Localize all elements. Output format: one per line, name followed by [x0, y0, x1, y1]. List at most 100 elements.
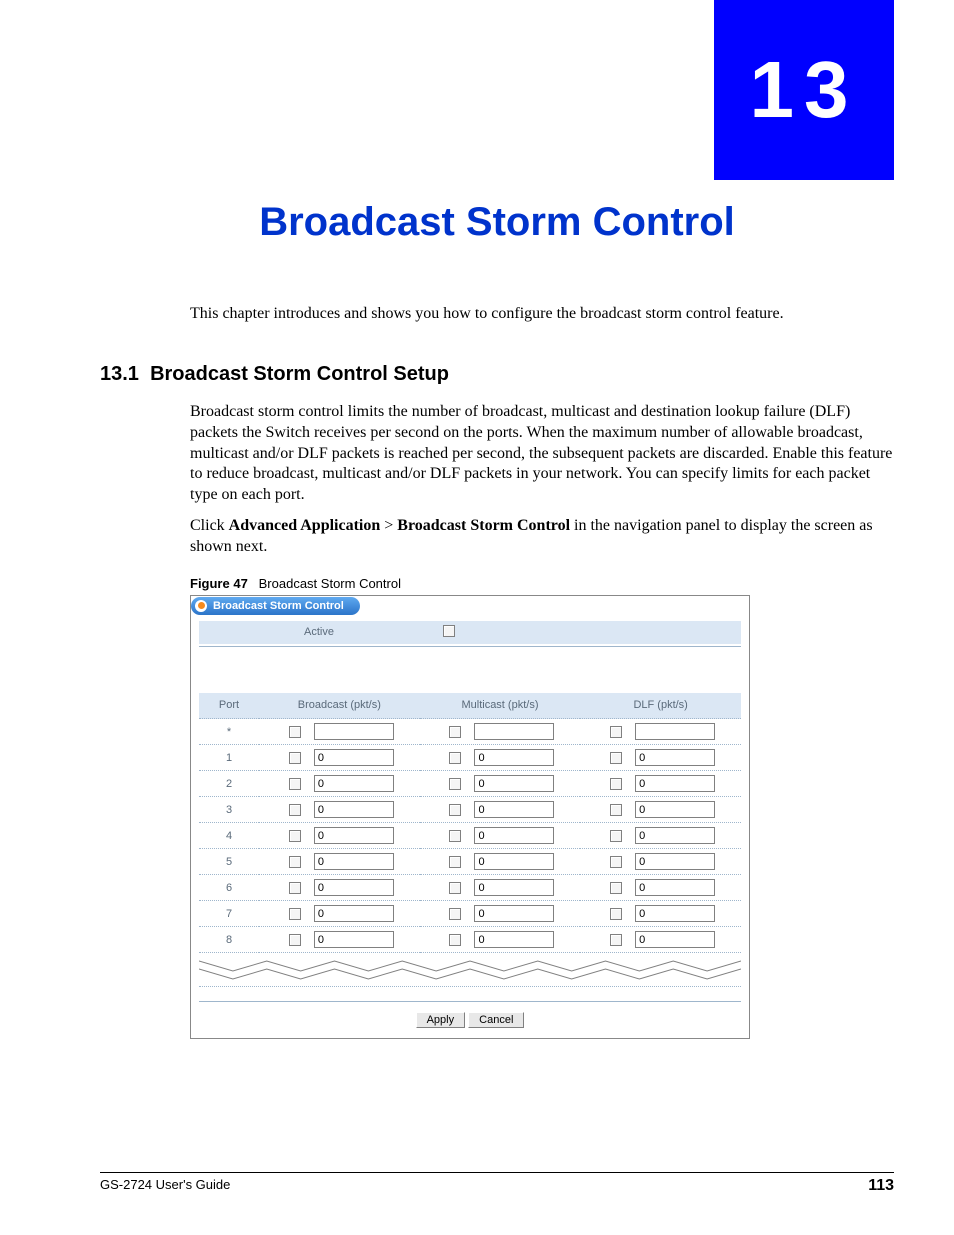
- broadcast-input[interactable]: [314, 931, 394, 948]
- multicast-input[interactable]: [474, 749, 554, 766]
- multicast-checkbox[interactable]: [449, 804, 461, 816]
- multicast-input[interactable]: [474, 775, 554, 792]
- dlf-cell: [580, 823, 741, 849]
- broadcast-cell: [259, 875, 420, 901]
- broadcast-cell: [259, 719, 420, 745]
- broadcast-checkbox[interactable]: [289, 778, 301, 790]
- dlf-checkbox[interactable]: [610, 752, 622, 764]
- multicast-cell: [420, 901, 581, 927]
- broadcast-checkbox[interactable]: [289, 934, 301, 946]
- broadcast-checkbox[interactable]: [289, 830, 301, 842]
- broadcast-checkbox[interactable]: [289, 804, 301, 816]
- dlf-checkbox[interactable]: [610, 830, 622, 842]
- button-row-divider: [199, 1001, 741, 1002]
- dlf-input[interactable]: [635, 723, 715, 740]
- broadcast-checkbox[interactable]: [289, 752, 301, 764]
- multicast-checkbox[interactable]: [449, 856, 461, 868]
- col-dlf-header: DLF (pkt/s): [580, 693, 741, 719]
- section-number: 13.1: [100, 363, 139, 385]
- dlf-checkbox[interactable]: [610, 934, 622, 946]
- dlf-input[interactable]: [635, 775, 715, 792]
- dlf-cell: [580, 719, 741, 745]
- multicast-cell: [420, 771, 581, 797]
- broadcast-input[interactable]: [314, 801, 394, 818]
- broadcast-checkbox[interactable]: [289, 908, 301, 920]
- broadcast-input[interactable]: [314, 827, 394, 844]
- broadcast-input[interactable]: [314, 905, 394, 922]
- dlf-cell: [580, 927, 741, 953]
- port-cell: 7: [199, 901, 259, 927]
- section-paragraph-2: Click Advanced Application > Broadcast S…: [190, 516, 894, 558]
- multicast-checkbox[interactable]: [449, 882, 461, 894]
- table-row: 5: [199, 849, 741, 875]
- port-cell: 3: [199, 797, 259, 823]
- multicast-input[interactable]: [474, 723, 554, 740]
- button-row: Apply Cancel: [191, 987, 749, 1038]
- figure-caption: Figure 47 Broadcast Storm Control: [190, 576, 894, 591]
- broadcast-cell: [259, 797, 420, 823]
- multicast-input[interactable]: [474, 905, 554, 922]
- footer-page-number: 113: [868, 1177, 894, 1195]
- broadcast-cell: [259, 901, 420, 927]
- multicast-cell: [420, 849, 581, 875]
- multicast-input[interactable]: [474, 853, 554, 870]
- cancel-button[interactable]: Cancel: [468, 1012, 524, 1028]
- multicast-input[interactable]: [474, 801, 554, 818]
- dlf-input[interactable]: [635, 827, 715, 844]
- multicast-checkbox[interactable]: [449, 830, 461, 842]
- dlf-input[interactable]: [635, 853, 715, 870]
- multicast-input[interactable]: [474, 931, 554, 948]
- port-cell: 4: [199, 823, 259, 849]
- table-row: 7: [199, 901, 741, 927]
- dlf-checkbox[interactable]: [610, 804, 622, 816]
- table-row: 1: [199, 745, 741, 771]
- broadcast-input[interactable]: [314, 723, 394, 740]
- port-cell: 8: [199, 927, 259, 953]
- apply-button[interactable]: Apply: [416, 1012, 466, 1028]
- broadcast-input[interactable]: [314, 879, 394, 896]
- dlf-input[interactable]: [635, 879, 715, 896]
- panel-dot-icon: [195, 600, 207, 612]
- multicast-cell: [420, 797, 581, 823]
- screenshot-panel: Broadcast Storm Control Active Port Broa…: [190, 595, 750, 1040]
- multicast-checkbox[interactable]: [449, 908, 461, 920]
- dlf-checkbox[interactable]: [610, 882, 622, 894]
- port-cell: *: [199, 719, 259, 745]
- multicast-input[interactable]: [474, 827, 554, 844]
- broadcast-input[interactable]: [314, 749, 394, 766]
- torn-edge-icon: [199, 953, 741, 981]
- dlf-cell: [580, 797, 741, 823]
- multicast-cell: [420, 875, 581, 901]
- dlf-input[interactable]: [635, 905, 715, 922]
- broadcast-input[interactable]: [314, 775, 394, 792]
- active-checkbox[interactable]: [443, 625, 455, 637]
- broadcast-checkbox[interactable]: [289, 882, 301, 894]
- broadcast-checkbox[interactable]: [289, 856, 301, 868]
- broadcast-input[interactable]: [314, 853, 394, 870]
- figure-label: Figure 47: [190, 576, 248, 591]
- dlf-input[interactable]: [635, 931, 715, 948]
- footer-guide-name: GS-2724 User's Guide: [100, 1177, 230, 1195]
- broadcast-cell: [259, 849, 420, 875]
- dlf-input[interactable]: [635, 749, 715, 766]
- table-row: 8: [199, 927, 741, 953]
- para2-mid: >: [380, 517, 397, 534]
- multicast-checkbox[interactable]: [449, 778, 461, 790]
- dlf-input[interactable]: [635, 801, 715, 818]
- multicast-input[interactable]: [474, 879, 554, 896]
- page: 13 Broadcast Storm Control This chapter …: [0, 0, 954, 1235]
- multicast-checkbox[interactable]: [449, 752, 461, 764]
- dlf-checkbox[interactable]: [610, 726, 622, 738]
- dlf-checkbox[interactable]: [610, 908, 622, 920]
- multicast-cell: [420, 719, 581, 745]
- multicast-checkbox[interactable]: [449, 934, 461, 946]
- para2-bold1: Advanced Application: [229, 517, 381, 534]
- para2-pre: Click: [190, 517, 229, 534]
- col-port-header: Port: [199, 693, 259, 719]
- broadcast-checkbox[interactable]: [289, 726, 301, 738]
- dlf-checkbox[interactable]: [610, 778, 622, 790]
- chapter-number: 13: [750, 44, 859, 136]
- active-row: Active: [199, 620, 741, 644]
- dlf-checkbox[interactable]: [610, 856, 622, 868]
- multicast-checkbox[interactable]: [449, 726, 461, 738]
